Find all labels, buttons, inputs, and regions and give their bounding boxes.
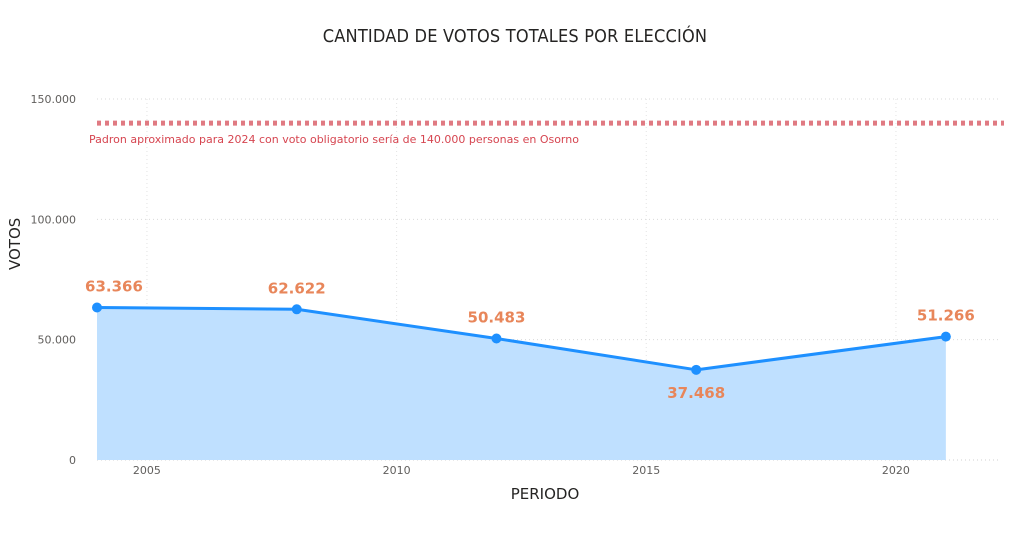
- y-tick-label: 0: [69, 454, 76, 467]
- data-label: 50.483: [468, 309, 526, 327]
- data-point: [940, 331, 951, 342]
- reference-line-label: Padron aproximado para 2024 con voto obl…: [89, 133, 579, 146]
- data-label: 37.468: [667, 384, 725, 402]
- x-tick-label: 2005: [133, 464, 161, 477]
- data-label: 51.266: [917, 307, 975, 325]
- data-label: 62.622: [268, 279, 326, 297]
- x-tick-label: 2015: [632, 464, 660, 477]
- x-axis-label: PERIODO: [510, 485, 580, 503]
- data-label: 63.366: [85, 277, 143, 295]
- chart-title: CANTIDAD DE VOTOS TOTALES POR ELECCIÓN: [322, 26, 708, 47]
- data-point: [92, 302, 102, 313]
- series-area: [97, 307, 946, 460]
- data-point: [691, 364, 702, 375]
- y-tick-label: 50.000: [38, 334, 77, 347]
- x-tick-label: 2010: [383, 464, 411, 477]
- data-point: [491, 333, 502, 344]
- y-tick-label: 150.000: [31, 93, 77, 106]
- x-tick-label: 2020: [882, 464, 910, 477]
- y-tick-label: 100.000: [31, 213, 77, 226]
- data-point: [291, 304, 302, 315]
